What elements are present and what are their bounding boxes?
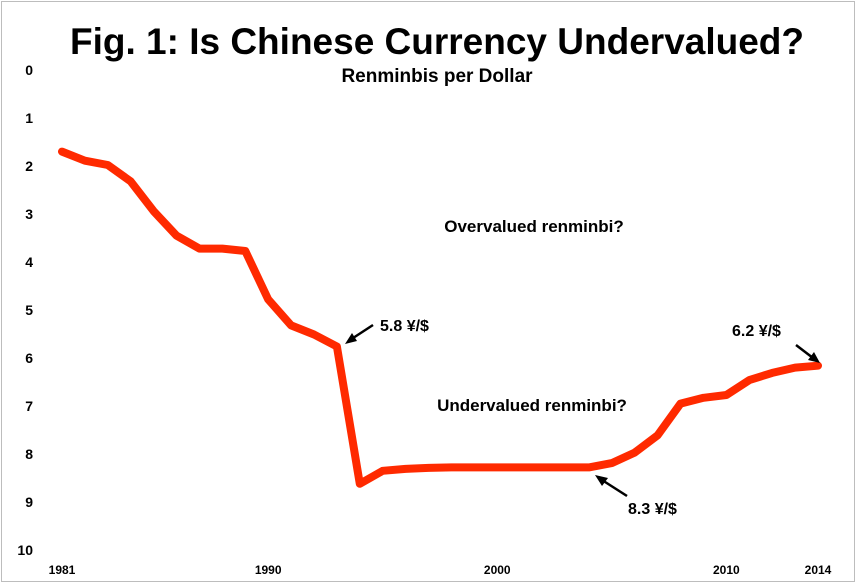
y-tick-label: 5	[25, 302, 33, 318]
annotation-arrowhead	[345, 333, 357, 344]
annotation-arrow-line	[601, 478, 628, 498]
annotation-6-2: 6.2 ¥/$	[732, 323, 820, 363]
x-tick-label: 1990	[255, 563, 282, 577]
x-axis-ticks: 1981 1990 2000 2010 2014	[49, 563, 832, 577]
annotation-5-8: 5.8 ¥/$	[345, 318, 429, 344]
x-tick-label: 2010	[713, 563, 740, 577]
annotation-label: 5.8 ¥/$	[380, 318, 429, 335]
y-tick-label: 6	[25, 350, 33, 366]
y-tick-label: 10	[17, 542, 33, 558]
chart-title: Fig. 1: Is Chinese Currency Undervalued?	[70, 21, 804, 62]
y-tick-label: 4	[25, 254, 33, 270]
y-tick-label: 7	[25, 398, 33, 414]
series-layer	[58, 147, 822, 488]
x-tick-label: 2014	[805, 563, 832, 577]
y-tick-label: 0	[25, 62, 33, 78]
y-tick-label: 8	[25, 446, 33, 462]
chart-subtitle: Renminbis per Dollar	[341, 66, 533, 87]
y-tick-label: 1	[25, 110, 33, 126]
annotation-label: 8.3 ¥/$	[628, 501, 677, 518]
annotation-arrowhead	[808, 352, 820, 363]
y-tick-label: 9	[25, 494, 33, 510]
x-tick-label: 2000	[484, 563, 511, 577]
annotation-8-3: 8.3 ¥/$	[595, 475, 677, 518]
region-label-undervalued: Undervalued renminbi?	[437, 396, 627, 415]
annotation-arrow-line	[795, 344, 814, 359]
annotation-label: 6.2 ¥/$	[732, 323, 781, 340]
y-axis-ticks: 0 1 2 3 4 5 6 7 8 9 10	[17, 62, 33, 558]
y-tick-label: 3	[25, 206, 33, 222]
x-tick-label: 1981	[49, 563, 76, 577]
region-label-overvalued: Overvalued renminbi?	[444, 217, 624, 236]
series-line	[58, 147, 822, 488]
y-tick-label: 2	[25, 158, 33, 174]
annotation-arrowhead	[595, 475, 608, 486]
